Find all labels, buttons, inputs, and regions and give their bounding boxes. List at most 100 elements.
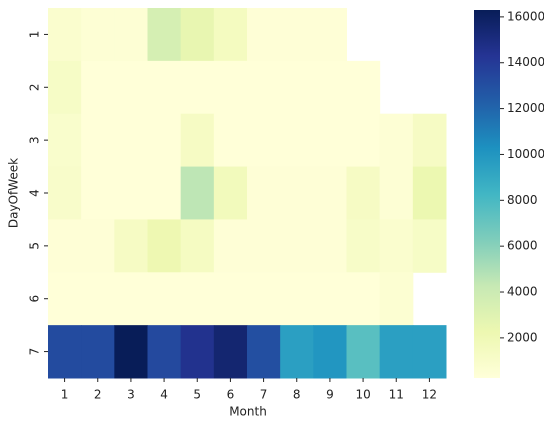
colorbar-tick-label: 16000 xyxy=(507,9,544,23)
x-tick-label: 10 xyxy=(355,388,370,402)
heatmap-cell xyxy=(81,219,115,273)
heatmap-cell xyxy=(412,325,447,379)
heatmap-cell xyxy=(313,325,347,379)
heatmap-cell xyxy=(114,8,148,62)
heatmap-cell xyxy=(114,166,148,220)
heatmap-cell xyxy=(114,325,148,379)
x-axis-label: Month xyxy=(229,405,267,419)
heatmap-cell xyxy=(147,325,182,379)
colorbar-tick-label: 10000 xyxy=(507,147,544,161)
x-tick-label: 5 xyxy=(193,388,201,402)
x-tick-label: 9 xyxy=(326,388,334,402)
heatmap-cell xyxy=(280,272,314,326)
heatmap-cell xyxy=(81,113,115,168)
heatmap-cell xyxy=(379,272,414,326)
x-tick-label: 4 xyxy=(160,388,168,402)
x-tick-label: 6 xyxy=(227,388,235,402)
y-tick-label: 3 xyxy=(28,136,42,144)
heatmap-cell xyxy=(81,8,115,62)
heatmap-cell xyxy=(48,60,82,115)
colorbar-tick-label: 6000 xyxy=(507,239,538,253)
heatmap-cell xyxy=(213,60,248,115)
y-tick-label: 5 xyxy=(28,242,42,250)
heatmap-cell xyxy=(180,60,215,115)
heatmap-cell xyxy=(280,8,314,62)
heatmap-cell xyxy=(81,60,115,115)
heatmap-cell xyxy=(213,8,248,62)
heatmap-cell xyxy=(247,272,281,326)
heatmap-cell xyxy=(313,272,347,326)
heatmap-cell xyxy=(412,219,447,273)
heatmap-cell xyxy=(280,60,314,115)
heatmap-cell xyxy=(247,113,281,168)
heatmap-cell xyxy=(379,219,414,273)
x-tick-label: 12 xyxy=(422,388,437,402)
heatmap-cell xyxy=(147,60,182,115)
x-tick-label: 11 xyxy=(389,388,404,402)
heatmap-cell xyxy=(114,113,148,168)
heatmap-cell xyxy=(412,166,447,220)
y-tick-label: 7 xyxy=(28,348,42,356)
heatmap-cell xyxy=(313,219,347,273)
heatmap-cell xyxy=(213,113,248,168)
heatmap-cell xyxy=(213,166,248,220)
heatmap-cell xyxy=(147,8,182,62)
heatmap-cell xyxy=(147,166,182,220)
heatmap-cell xyxy=(81,166,115,220)
heatmap-cell xyxy=(379,166,414,220)
x-tick-label: 1 xyxy=(61,388,69,402)
heatmap-cell xyxy=(247,325,281,379)
heatmap-cell xyxy=(412,113,447,168)
heatmap-cell xyxy=(247,8,281,62)
y-axis-label: DayOfWeek xyxy=(7,158,21,228)
heatmap-cell xyxy=(313,60,347,115)
heatmap-cell xyxy=(313,8,347,62)
heatmap-cell xyxy=(81,272,115,326)
heatmap-cell xyxy=(114,219,148,273)
heatmap-cell xyxy=(180,8,215,62)
x-tick-label: 8 xyxy=(293,388,301,402)
heatmap-cell xyxy=(313,166,347,220)
heatmap-cell xyxy=(280,219,314,273)
heatmap-cell xyxy=(114,60,148,115)
heatmap-cell xyxy=(180,113,215,168)
heatmap-cell xyxy=(48,219,82,273)
colorbar-tick-label: 2000 xyxy=(507,330,538,344)
heatmap-cell xyxy=(313,113,347,168)
heatmap-cell xyxy=(346,113,381,168)
heatmap-cell xyxy=(346,60,381,115)
heatmap-cell xyxy=(213,325,248,379)
y-tick-label: 1 xyxy=(28,31,42,39)
heatmap-cell xyxy=(346,325,381,379)
y-tick-label: 4 xyxy=(28,189,42,197)
heatmap-cell xyxy=(48,272,82,326)
heatmap-cell xyxy=(48,113,82,168)
heatmap-cell xyxy=(379,325,414,379)
x-tick-label: 7 xyxy=(260,388,268,402)
y-tick-label: 2 xyxy=(28,83,42,91)
heatmap-cell xyxy=(147,113,182,168)
heatmap-cell xyxy=(346,166,381,220)
heatmap-cell xyxy=(180,325,215,379)
colorbar-tick-label: 4000 xyxy=(507,285,538,299)
colorbar xyxy=(474,10,500,378)
heatmap-cell xyxy=(147,219,182,273)
heatmap-cell xyxy=(280,166,314,220)
x-tick-label: 2 xyxy=(94,388,102,402)
heatmap-cell xyxy=(48,166,82,220)
heatmap-cell xyxy=(280,113,314,168)
heatmap-cell xyxy=(180,272,215,326)
colorbar-tick-label: 8000 xyxy=(507,193,538,207)
heatmap-cell xyxy=(147,272,182,326)
heatmap-cell xyxy=(48,8,82,62)
heatmap-cell xyxy=(346,219,381,273)
colorbar-tick-label: 14000 xyxy=(507,55,544,69)
heatmap-cell xyxy=(81,325,115,379)
heatmap-cell xyxy=(280,325,314,379)
heatmap-cell xyxy=(213,219,248,273)
heatmap-cell xyxy=(180,166,215,220)
heatmap-cell xyxy=(247,166,281,220)
heatmap-cell xyxy=(247,60,281,115)
heatmap-cell xyxy=(247,219,281,273)
